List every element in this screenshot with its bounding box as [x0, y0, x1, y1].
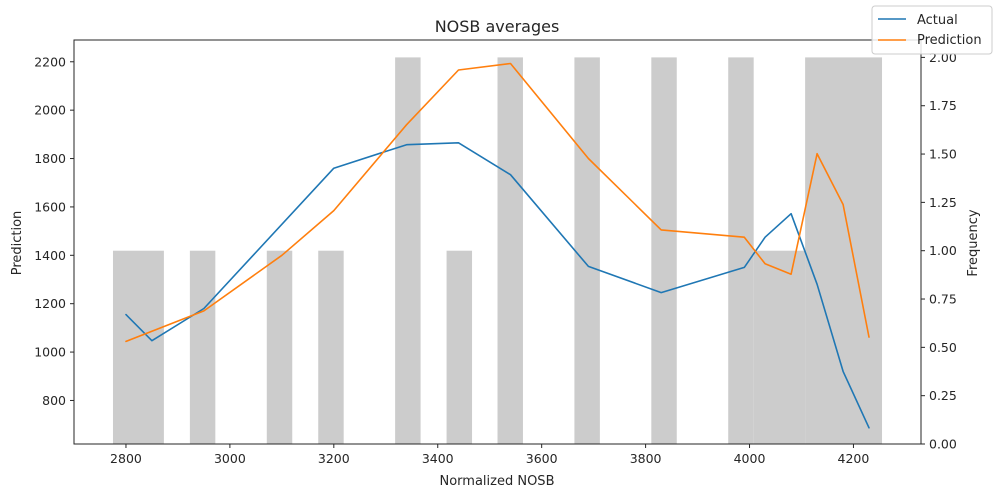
- histogram-bar-1: [189, 250, 216, 444]
- histogram-bars: [112, 57, 883, 445]
- histogram-bar-4: [395, 57, 421, 445]
- y-tick-label: 2000: [34, 103, 66, 118]
- histogram-bar-8: [651, 57, 677, 445]
- x-tick-label: 3600: [526, 451, 558, 466]
- x-tick-label: 3000: [214, 451, 246, 466]
- x-tick-label: 2800: [110, 451, 142, 466]
- histogram-bar-11: [805, 57, 883, 445]
- chart-title: NOSB averages: [435, 17, 560, 36]
- legend-box: [871, 5, 993, 55]
- histogram-bar-10: [753, 250, 806, 444]
- y2-tick-label: 0.00: [929, 437, 957, 452]
- y-tick-label: 1000: [34, 345, 66, 360]
- histogram-bar-6: [497, 57, 523, 445]
- y-tick-label: 800: [42, 393, 66, 408]
- plot-frame: [73, 39, 922, 445]
- x-axis: 2800 3000 3200 3400 3600 3800 4000 4200: [110, 444, 869, 466]
- series-lines: [125, 62, 870, 429]
- legend: Actual Prediction: [871, 5, 993, 55]
- histogram-bar-5: [446, 250, 473, 444]
- y-axis-left: 800 1000 1200 1400 1600 1800 2000 2200: [34, 54, 74, 408]
- histogram-bar-0: [112, 250, 164, 444]
- histogram-bar-9: [728, 57, 754, 445]
- y-axis-label: Prediction: [10, 211, 25, 276]
- y-tick-label: 1800: [34, 151, 66, 166]
- histogram-bar-2: [266, 250, 293, 444]
- series-line-actual: [125, 142, 870, 429]
- y2-tick-label: 0.25: [929, 388, 957, 403]
- y2-axis-label: Frequency: [966, 209, 981, 276]
- x-tick-label: 3200: [318, 451, 350, 466]
- y-tick-label: 2200: [34, 54, 66, 69]
- y2-tick-label: 1.00: [929, 243, 957, 258]
- y-axis-right: 0.000.250.500.751.001.251.501.752.00: [921, 50, 957, 452]
- y2-tick-label: 1.25: [929, 195, 957, 210]
- histogram-bar-7: [574, 57, 600, 445]
- y-tick-label: 1200: [34, 296, 66, 311]
- x-axis-label: Normalized NOSB: [440, 474, 555, 489]
- x-tick-label: 4000: [734, 451, 766, 466]
- y2-tick-label: 1.50: [929, 147, 957, 162]
- legend-label-prediction: Prediction: [917, 33, 982, 48]
- y2-tick-label: 0.50: [929, 340, 957, 355]
- y2-tick-label: 1.75: [929, 98, 957, 113]
- x-tick-label: 3400: [422, 451, 454, 466]
- x-tick-label: 4200: [838, 451, 870, 466]
- y-tick-label: 1400: [34, 248, 66, 263]
- y2-tick-label: 0.75: [929, 292, 957, 307]
- series-line-prediction: [125, 62, 870, 343]
- x-tick-label: 3800: [630, 451, 662, 466]
- legend-label-actual: Actual: [917, 13, 958, 28]
- y-tick-label: 1600: [34, 199, 66, 214]
- histogram-bar-3: [318, 250, 344, 444]
